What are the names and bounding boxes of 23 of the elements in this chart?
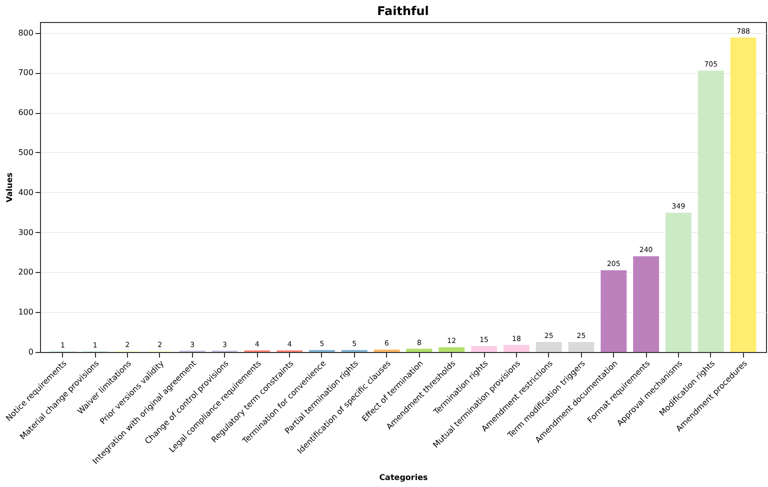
bar: [406, 348, 432, 352]
y-tick-label: 600: [18, 108, 34, 118]
bar: [503, 344, 530, 352]
bar: [633, 256, 660, 352]
y-tick-label: 100: [18, 308, 34, 317]
bar: [666, 212, 692, 352]
bar: [471, 346, 497, 352]
y-tick-label: 200: [18, 268, 34, 277]
chart-title: Faithful: [377, 4, 429, 18]
x-axis-title: Categories: [379, 472, 428, 482]
bar: [730, 38, 756, 352]
y-tick-label: 0: [28, 348, 34, 356]
y-axis-title: Values: [5, 172, 14, 202]
bar: [568, 342, 594, 352]
y-tick-label: 700: [18, 68, 34, 78]
bar: [536, 342, 562, 352]
bar: [438, 347, 465, 352]
bar: [600, 270, 627, 352]
y-tick-label: 500: [18, 148, 34, 157]
bar: [698, 70, 724, 352]
y-tick-label: 800: [18, 28, 34, 38]
y-tick-label: 300: [18, 228, 34, 237]
y-tick-label: 400: [18, 188, 34, 197]
